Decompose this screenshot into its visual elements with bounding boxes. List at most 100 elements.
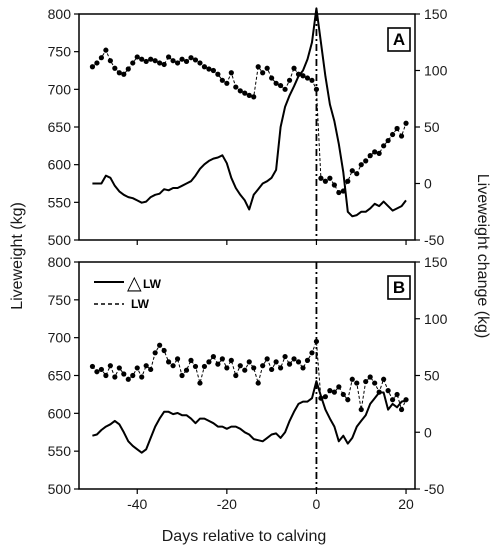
delta-lw-series-line — [92, 380, 407, 454]
y-tick-label-right: -50 — [424, 232, 444, 248]
lw-point — [224, 365, 230, 371]
y-tick-label-left: 650 — [48, 119, 72, 135]
lw-point — [107, 363, 113, 369]
lw-point — [233, 84, 239, 90]
x-tick-label: 20 — [398, 496, 414, 512]
lw-point — [130, 60, 136, 66]
lw-point — [166, 54, 172, 60]
y-axis-title-left: Liveweight (kg) — [9, 202, 26, 310]
lw-point — [381, 143, 387, 149]
lw-point — [398, 406, 405, 413]
lw-point — [273, 80, 279, 86]
lw-point — [192, 363, 199, 370]
lw-point — [166, 359, 172, 365]
lw-point — [98, 55, 104, 61]
lw-point — [363, 378, 369, 385]
lw-point — [327, 175, 333, 181]
y-tick-label-right: 150 — [424, 254, 448, 270]
lw-point — [336, 189, 342, 196]
lw-point — [170, 58, 176, 64]
lw-point — [210, 67, 216, 74]
lw-point — [313, 86, 320, 92]
lw-point — [183, 367, 190, 373]
lw-point — [103, 47, 109, 53]
lw-point — [112, 374, 118, 380]
lw-point — [278, 365, 284, 371]
lw-point — [251, 365, 257, 371]
delta-lw-series-line — [92, 7, 407, 218]
lw-point — [313, 338, 320, 345]
lw-point — [206, 359, 212, 365]
lw-point — [134, 54, 140, 60]
y-axis-title-right: Liveweight change (kg) — [474, 174, 491, 339]
lw-point — [295, 359, 302, 365]
lw-point — [336, 384, 342, 390]
lw-point — [304, 75, 311, 81]
lw-point — [152, 58, 158, 64]
lw-point — [143, 58, 149, 65]
y-tick-label-left: 500 — [48, 481, 72, 497]
lw-point — [309, 350, 315, 356]
y-tick-label-left: 800 — [48, 6, 72, 22]
lw-point — [107, 58, 113, 64]
panel-a-label-box — [387, 27, 411, 52]
lw-point — [206, 66, 212, 72]
lw-point — [286, 361, 293, 367]
legend: △ LW LW — [94, 272, 162, 311]
lw-point — [121, 371, 127, 377]
lw-point — [103, 372, 109, 379]
lw-point — [291, 356, 297, 362]
lw-point — [340, 391, 346, 398]
lw-point — [139, 56, 145, 62]
lw-point — [148, 366, 154, 373]
lw-point — [116, 365, 122, 371]
lw-point — [251, 94, 257, 100]
lw-point — [125, 66, 131, 72]
lw-point — [273, 359, 279, 365]
lw-point — [224, 80, 230, 86]
lw-point — [381, 376, 387, 382]
lw-point — [349, 376, 355, 382]
lw-point — [260, 70, 266, 76]
lw-point — [367, 374, 373, 380]
lw-point — [179, 56, 185, 62]
lw-point — [228, 70, 234, 76]
lw-point — [215, 361, 221, 367]
lw-point — [143, 363, 149, 369]
panel-b-label-box — [387, 275, 411, 300]
lw-point — [125, 376, 131, 382]
lw-point — [233, 372, 239, 379]
x-tick-label: -20 — [217, 496, 237, 512]
lw-series-line — [92, 341, 407, 412]
lw-point — [304, 357, 311, 363]
lw-point — [201, 64, 208, 70]
panel-a: 500 550 600 650 700 750 800 -50 0 50 100 150 — [48, 6, 448, 248]
lw-point — [376, 150, 382, 156]
lw-point — [201, 363, 208, 370]
lw-point — [179, 372, 185, 379]
lw-point — [197, 60, 203, 66]
lw-point — [363, 158, 369, 164]
legend-delta-lw-label: LW — [143, 277, 162, 291]
y-tick-label-left: 550 — [48, 194, 72, 210]
lw-point — [246, 92, 252, 98]
lw-point — [269, 75, 275, 81]
lw-series-line — [92, 49, 407, 194]
y-tick-label-right: 100 — [424, 63, 448, 79]
lw-point — [269, 366, 275, 373]
lw-point — [134, 365, 140, 371]
lw-point — [282, 353, 288, 360]
y-tick-label-right: 50 — [424, 119, 440, 135]
lw-point — [322, 178, 328, 184]
lw-point — [139, 374, 145, 380]
lw-point — [188, 357, 194, 363]
lw-point — [152, 350, 158, 356]
lw-point — [354, 380, 360, 386]
lw-point — [112, 65, 118, 71]
lw-point — [157, 60, 163, 66]
lw-point — [385, 137, 391, 144]
lw-point — [300, 365, 306, 371]
lw-point — [197, 380, 203, 386]
lw-point — [358, 406, 364, 413]
